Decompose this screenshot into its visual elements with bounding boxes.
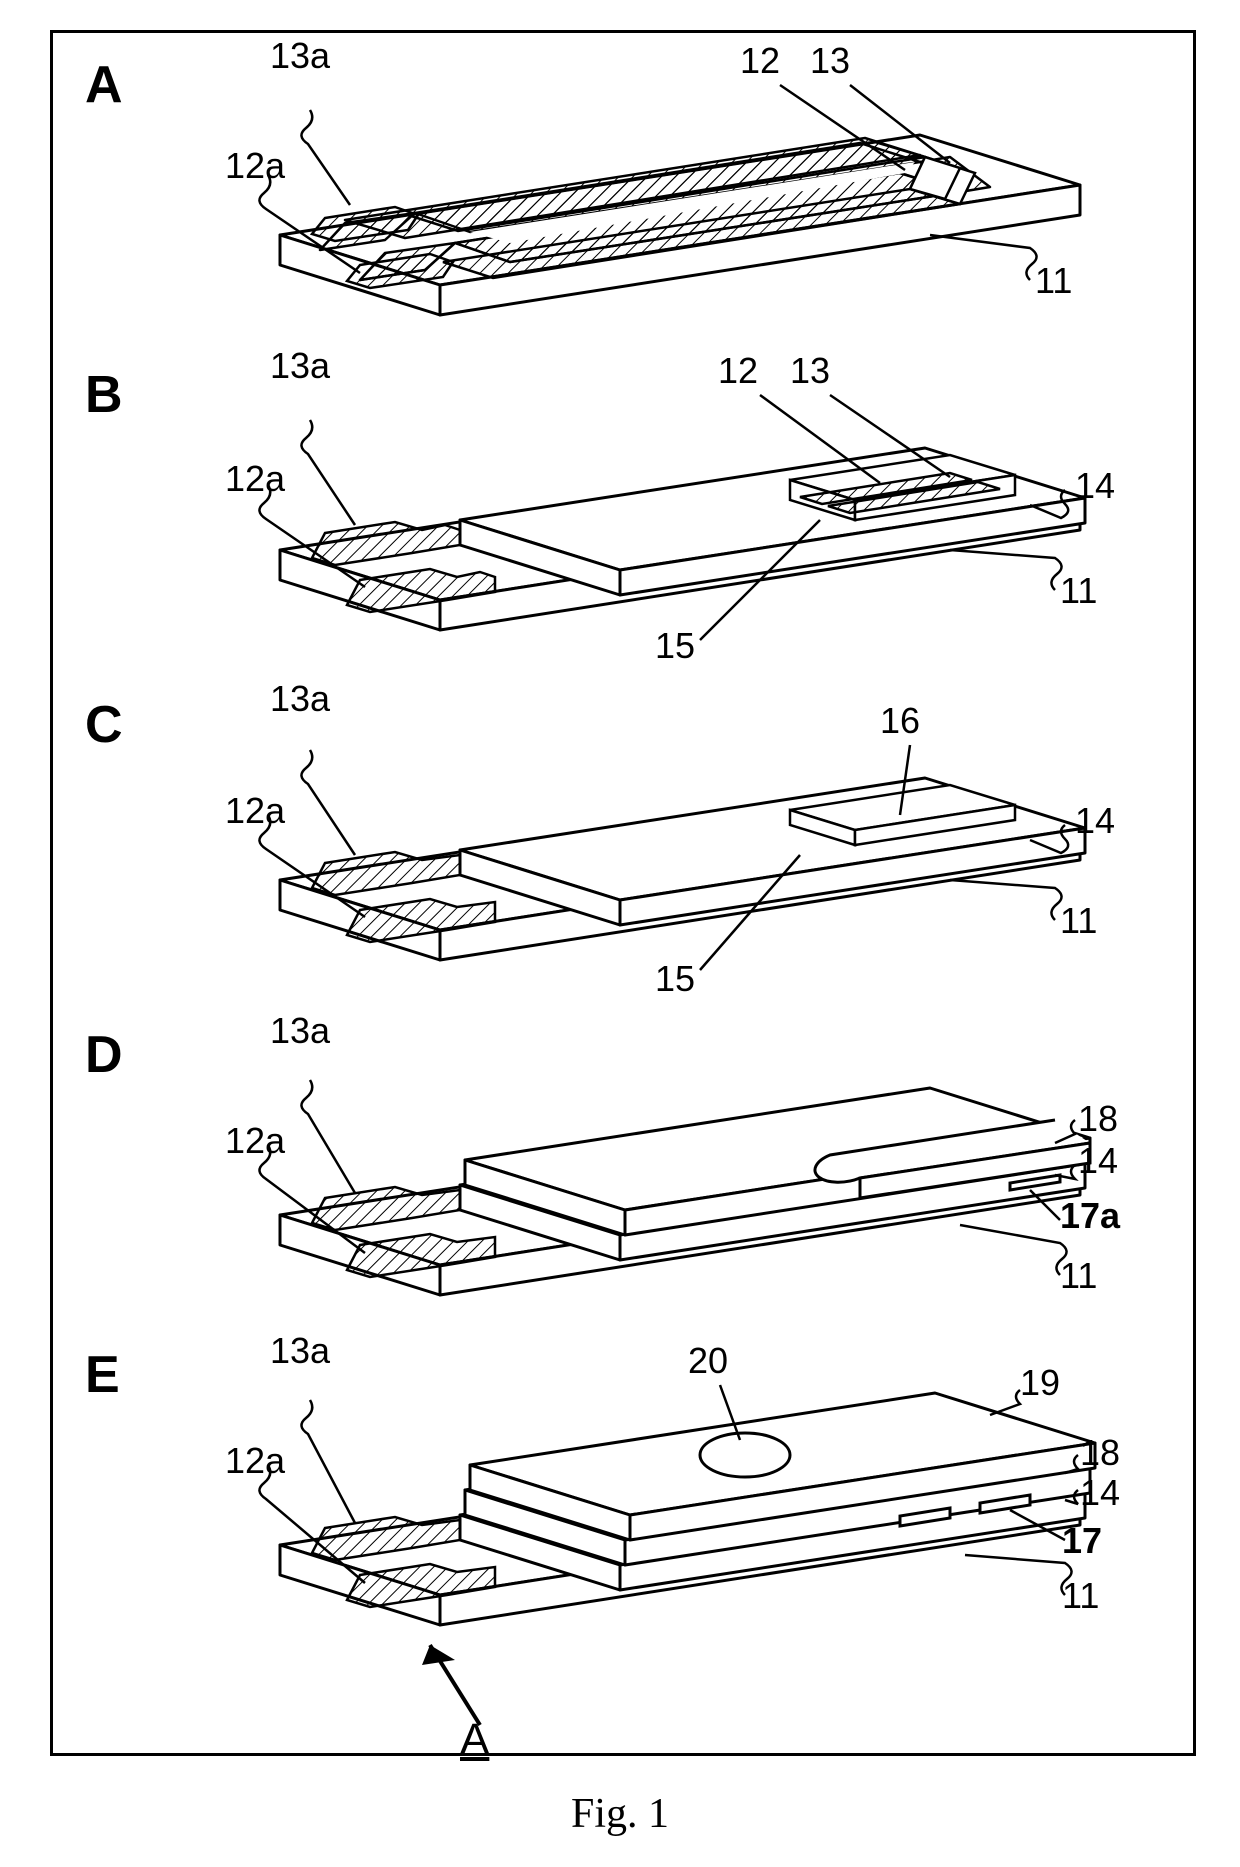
ref-18-E: 18 xyxy=(1080,1432,1120,1474)
figure-caption: Fig. 1 xyxy=(0,1790,1240,1838)
ref-13a-E: 13a xyxy=(270,1330,330,1372)
arrow-label-A: A xyxy=(460,1715,489,1765)
panel-letter-E: E xyxy=(85,1345,120,1405)
ref-12-B: 12 xyxy=(718,350,758,392)
ref-11-E: 11 xyxy=(1062,1575,1099,1617)
ref-12a-E: 12a xyxy=(225,1440,285,1482)
ref-12a-C: 12a xyxy=(225,790,285,832)
ref-19-E: 19 xyxy=(1020,1362,1060,1404)
ref-13a-C: 13a xyxy=(270,678,330,720)
ref-15-B: 15 xyxy=(655,625,695,667)
ref-15-C: 15 xyxy=(655,958,695,1000)
ref-12a-A: 12a xyxy=(225,145,285,187)
ref-13a-A: 13a xyxy=(270,35,330,77)
ref-14-D: 14 xyxy=(1078,1140,1118,1182)
ref-13-A: 13 xyxy=(810,40,850,82)
panel-E-drawing xyxy=(160,1345,1120,1755)
ref-12-A: 12 xyxy=(740,40,780,82)
ref-11-A: 11 xyxy=(1035,260,1072,302)
ref-18-D: 18 xyxy=(1078,1098,1118,1140)
panel-A-drawing xyxy=(160,55,1120,345)
figure-page: Fig. 1 A xyxy=(0,0,1240,1867)
ref-17-E: 17 xyxy=(1062,1520,1102,1562)
ref-12a-B: 12a xyxy=(225,458,285,500)
ref-11-C: 11 xyxy=(1060,900,1097,942)
ref-20-E: 20 xyxy=(688,1340,728,1382)
ref-11-B: 11 xyxy=(1060,570,1097,612)
panel-letter-C: C xyxy=(85,695,123,755)
ref-17a-D: 17a xyxy=(1060,1195,1120,1237)
ref-14-C: 14 xyxy=(1075,800,1115,842)
panel-letter-A: A xyxy=(85,55,123,115)
ref-13a-D: 13a xyxy=(270,1010,330,1052)
ref-12a-D: 12a xyxy=(225,1120,285,1162)
ref-16-C: 16 xyxy=(880,700,920,742)
panel-D-drawing xyxy=(160,1025,1120,1325)
ref-14-E: 14 xyxy=(1080,1472,1120,1514)
panel-letter-D: D xyxy=(85,1025,123,1085)
panel-B-drawing xyxy=(160,365,1120,675)
panel-letter-B: B xyxy=(85,365,123,425)
ref-11-D: 11 xyxy=(1060,1255,1097,1297)
ref-13a-B: 13a xyxy=(270,345,330,387)
ref-14-B: 14 xyxy=(1075,465,1115,507)
panel-C-drawing xyxy=(160,695,1120,1005)
ref-13-B: 13 xyxy=(790,350,830,392)
